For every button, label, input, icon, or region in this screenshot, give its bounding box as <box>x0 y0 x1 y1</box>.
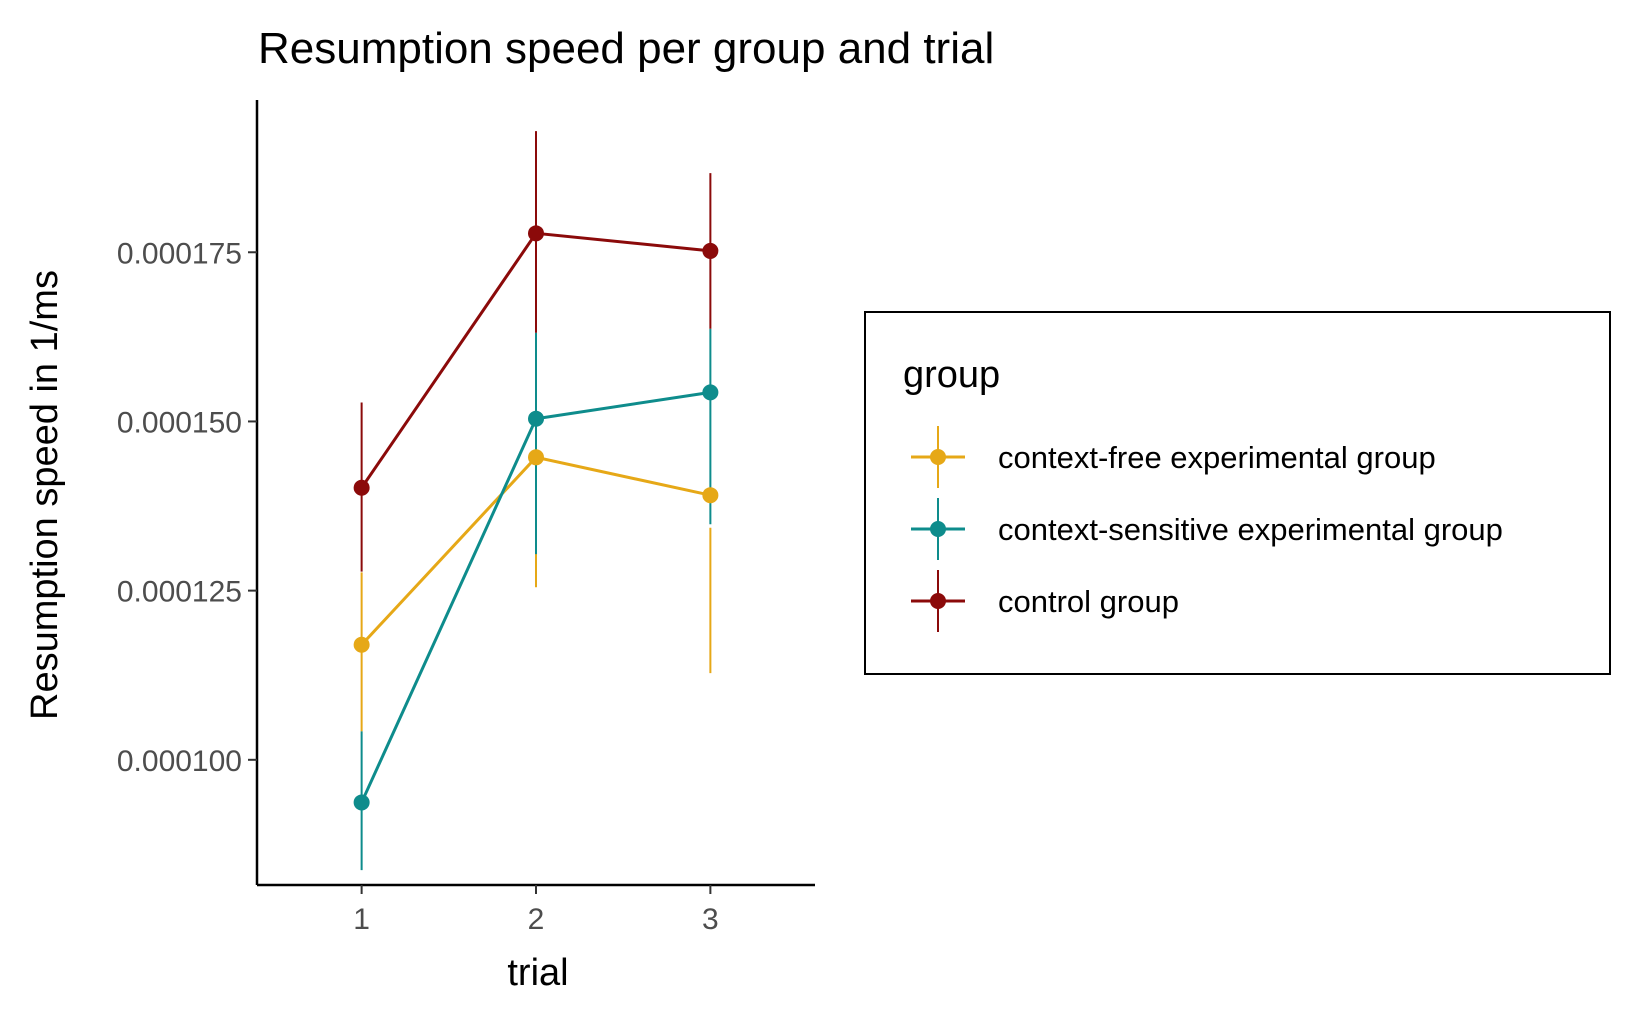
data-point <box>528 449 544 466</box>
data-point <box>702 384 719 401</box>
y-tick-label: 0.000150 <box>117 406 242 439</box>
chart-title: Resumption speed per group and trial <box>258 24 994 73</box>
data-point <box>702 242 719 259</box>
legend-label: context-free experimental group <box>998 440 1436 475</box>
legend-key-point <box>930 593 946 609</box>
y-tick-label: 0.000175 <box>117 237 242 270</box>
legend: group context-free experimental group con… <box>864 311 1611 675</box>
plot-area: 0.000100 0.000125 0.000150 0.000175 1 2 3 <box>117 100 815 936</box>
y-tick-label: 0.000100 <box>117 745 242 778</box>
y-axis-label: Resumption speed in 1/ms <box>24 270 66 720</box>
data-point <box>528 225 544 242</box>
data-point <box>528 410 544 427</box>
x-axis-label: trial <box>507 952 568 994</box>
data-point <box>702 487 719 504</box>
data-point <box>353 794 370 811</box>
x-tick-label: 1 <box>353 903 370 936</box>
legend-key-point <box>930 449 946 465</box>
y-tick-label: 0.000125 <box>117 576 242 609</box>
legend-label: context-sensitive experimental group <box>998 512 1503 547</box>
data-point <box>353 479 370 496</box>
legend-title: group <box>903 354 1000 396</box>
x-tick-label: 3 <box>702 903 719 936</box>
data-point <box>353 636 370 653</box>
legend-label: control group <box>998 584 1179 619</box>
x-tick-label: 2 <box>528 903 545 936</box>
legend-key-point <box>930 521 946 537</box>
legend-box <box>864 311 1611 675</box>
